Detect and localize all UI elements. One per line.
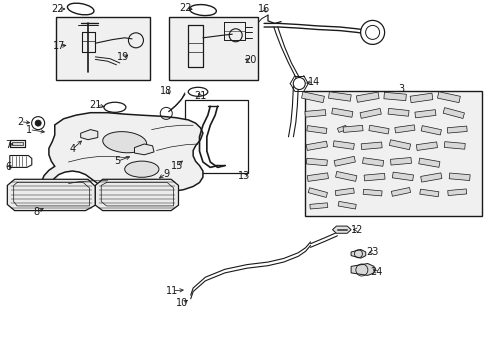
Text: 24: 24 [369,267,382,277]
Text: 12: 12 [350,225,363,235]
Bar [447,189,466,195]
Bar [56,17,150,80]
Polygon shape [10,156,32,167]
Polygon shape [41,113,203,207]
Ellipse shape [102,132,146,153]
Bar [390,188,410,196]
Text: 18: 18 [160,86,172,96]
Bar [333,156,355,166]
Bar [337,201,356,209]
Text: 20: 20 [244,55,256,66]
Text: 16: 16 [257,4,270,14]
Polygon shape [350,264,373,275]
Polygon shape [81,130,98,140]
Bar [184,100,248,173]
Bar [356,92,378,102]
Text: 6: 6 [6,162,12,172]
Text: 19: 19 [117,52,129,62]
Text: 5: 5 [114,156,120,166]
Bar [301,92,324,103]
Bar [309,203,327,209]
Bar [305,110,325,117]
Bar [420,173,441,182]
Bar [415,142,437,150]
Circle shape [32,117,44,130]
Bar [388,140,410,150]
Polygon shape [95,179,178,211]
Bar [420,126,441,135]
Bar [306,126,326,134]
Bar [442,108,464,118]
Bar [168,17,258,80]
Circle shape [360,21,384,44]
Text: 17: 17 [52,41,65,51]
Text: 23: 23 [366,247,378,257]
Text: 3: 3 [397,84,403,94]
Bar [437,92,459,103]
Bar [305,141,327,150]
Text: 9: 9 [163,168,169,179]
Circle shape [293,77,305,90]
Bar [337,125,346,132]
Text: 7: 7 [6,140,12,150]
Bar [304,91,481,216]
Bar [414,110,435,118]
Bar [306,158,326,166]
Bar [444,142,464,149]
Bar [418,158,439,167]
Bar [362,158,383,166]
Text: 10: 10 [175,298,188,308]
Text: 4: 4 [69,144,75,154]
Bar [368,125,388,134]
Text: 14: 14 [307,77,320,87]
Bar [363,189,381,196]
Text: 22: 22 [179,3,192,13]
Bar [334,188,354,196]
Bar [387,108,408,116]
Bar [419,189,438,197]
Text: 21: 21 [89,100,102,110]
Ellipse shape [124,161,159,177]
Polygon shape [12,142,23,145]
Text: 1: 1 [26,125,32,135]
Text: 21: 21 [194,91,206,102]
Bar [306,173,328,181]
Bar [361,142,381,149]
Circle shape [35,120,41,126]
Bar [448,173,469,180]
Bar [307,188,327,197]
Bar [364,174,384,181]
Bar [390,158,410,165]
Bar [391,172,413,181]
Text: 22: 22 [51,4,64,14]
Bar [359,108,381,118]
Bar [447,126,466,133]
Text: 11: 11 [165,286,178,296]
Bar [335,171,356,181]
Bar [332,141,354,149]
Polygon shape [10,140,25,147]
Bar [383,92,406,101]
Text: 8: 8 [34,207,40,217]
Text: 2: 2 [18,117,23,127]
Bar [331,108,352,117]
Text: 15: 15 [170,161,183,171]
Polygon shape [7,179,95,211]
Bar [409,93,432,103]
Bar [328,92,350,101]
Polygon shape [332,226,350,233]
Text: 13: 13 [238,171,250,181]
Bar [343,125,362,132]
Polygon shape [350,249,365,258]
Bar [394,125,414,133]
Polygon shape [134,144,154,155]
